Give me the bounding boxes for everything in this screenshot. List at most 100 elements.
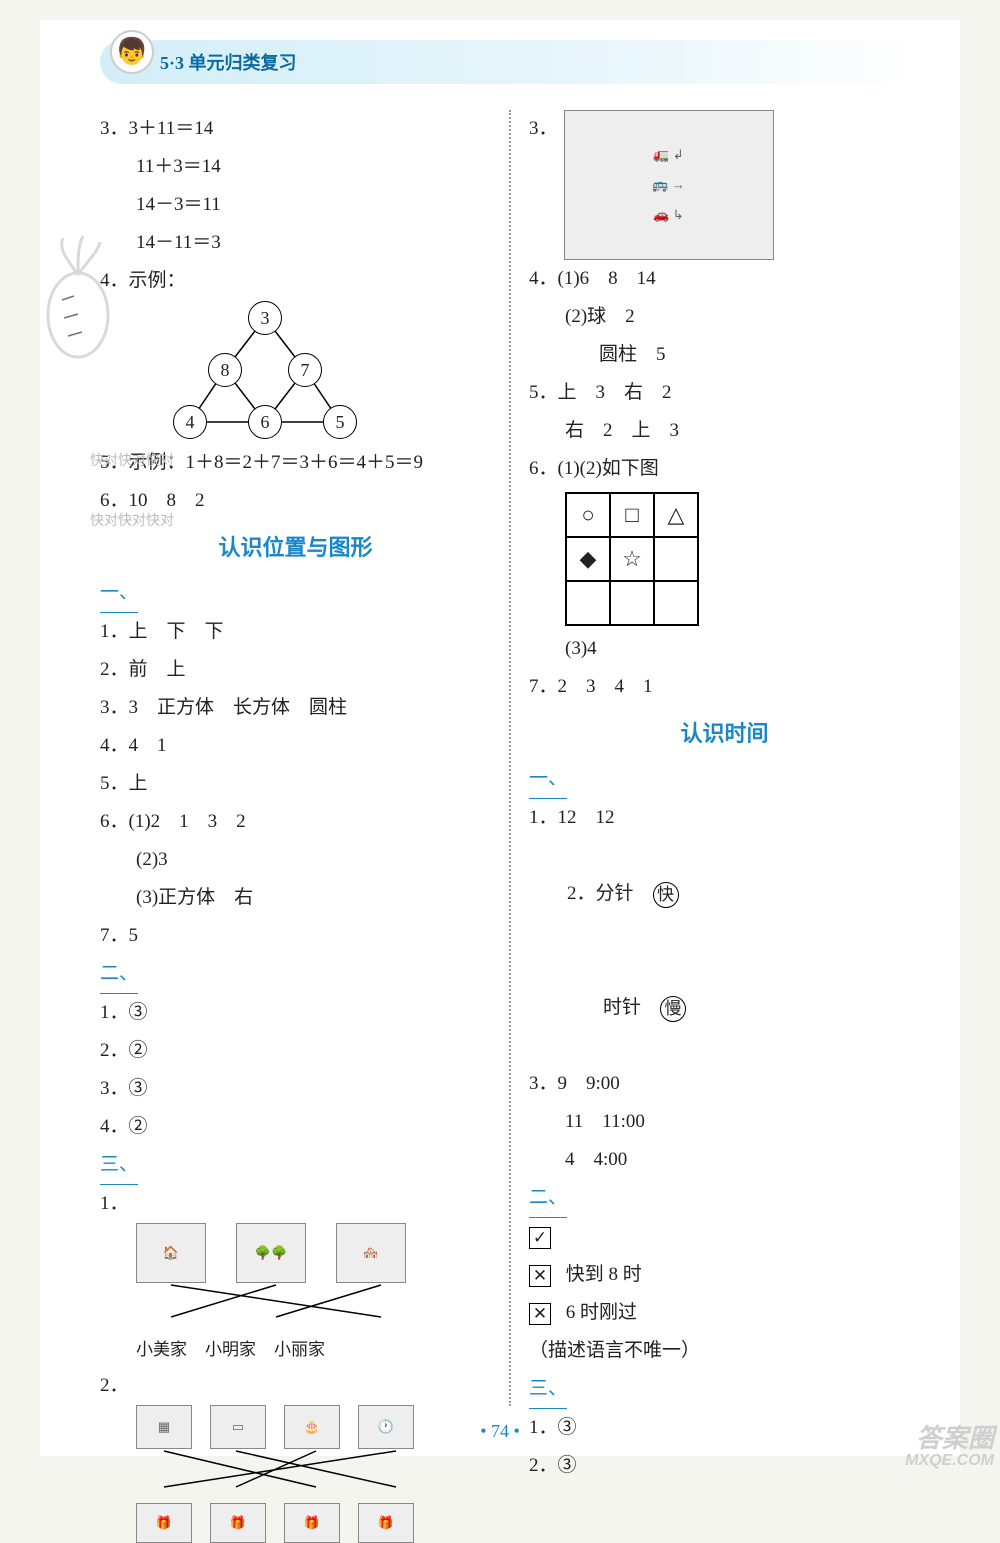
page-number-value: 74: [491, 1421, 509, 1441]
gift-icon: 🎁: [358, 1503, 414, 1543]
list-item: 1．上 下 下: [100, 613, 491, 651]
left-column: 3．3＋11＝14 11＋3＝14 14－3＝11 14－11＝3 4．示例：: [100, 110, 509, 1406]
bottom-right-watermark: 答案圈 MXQE.COM: [905, 1424, 994, 1470]
circled-char: 快: [653, 882, 679, 908]
list-item: 4 4:00: [529, 1141, 920, 1179]
circled-char: 慢: [660, 996, 686, 1022]
section-number: 二、: [100, 955, 138, 994]
list-item: 2．②: [100, 1032, 491, 1070]
q-label: 1．: [100, 1185, 491, 1223]
list-item: (3)正方体 右: [100, 879, 491, 917]
traffic-scene-illustration: 🚛 ↲🚌 →🚗 ↳: [564, 110, 774, 260]
checkbox-mark: ✕: [529, 1265, 551, 1287]
tri-node: 3: [248, 301, 282, 335]
section-number: 三、: [100, 1146, 138, 1185]
content-columns: 3．3＋11＝14 11＋3＝14 14－3＝11 14－11＝3 4．示例：: [100, 110, 920, 1406]
list-item: 2．前 上: [100, 651, 491, 689]
q3-line: 3．3＋11＝14: [100, 110, 491, 148]
section-number: 三、: [529, 1370, 567, 1409]
list-item: 3．3 正方体 长方体 圆柱: [100, 689, 491, 727]
list-item: 右 2 上 3: [529, 412, 920, 450]
grid-cell: [566, 581, 610, 625]
list-item: 5．上 3 右 2: [529, 374, 920, 412]
label: 2．分针: [567, 883, 634, 904]
list-item: 11 11:00: [529, 1103, 920, 1141]
q3-line: 11＋3＝14: [100, 148, 491, 186]
note: （描述语言不唯一）: [529, 1332, 920, 1370]
list-item: 圆柱 5: [529, 336, 920, 374]
check-row: ✕ 快到 8 时: [529, 1256, 920, 1294]
q3-line: 14－3＝11: [100, 186, 491, 224]
matching-lines: [136, 1449, 466, 1489]
house-matching-diagram: 🏠 🌳🌳 🏘️: [136, 1223, 491, 1283]
tri-node: 4: [173, 405, 207, 439]
list-item: 2．分针 快: [529, 837, 920, 951]
grid-cell: [610, 581, 654, 625]
section-number: 二、: [529, 1179, 567, 1218]
q-label: 3．: [529, 110, 558, 148]
watermark-line: MXQE.COM: [905, 1452, 994, 1470]
watermark-text: 快对快对快对: [90, 506, 174, 534]
matching-lines: [136, 1283, 436, 1319]
grid-cell: △: [654, 493, 698, 537]
grid-cell: ◆: [566, 537, 610, 581]
tri-node: 6: [248, 405, 282, 439]
label: 小美家: [136, 1333, 187, 1367]
list-item: 1．12 12: [529, 799, 920, 837]
list-item: 时针 慢: [529, 951, 920, 1065]
list-item: 7．5: [100, 917, 491, 955]
checkbox-mark: ✓: [529, 1227, 551, 1249]
grid-cell: ○: [566, 493, 610, 537]
list-item: (3)4: [529, 630, 920, 668]
list-item: 6．(1)2 1 3 2: [100, 803, 491, 841]
list-item: (2)3: [100, 841, 491, 879]
grid-cell: [654, 537, 698, 581]
list-item: 1．③: [100, 994, 491, 1032]
grid-cell: □: [610, 493, 654, 537]
header-avatar-icon: 👦: [110, 30, 154, 74]
gift-icon: 🎁: [136, 1503, 192, 1543]
page-number: • 74 •: [40, 1421, 960, 1442]
grid-cell: ☆: [610, 537, 654, 581]
check-row: ✕ 6 时刚过: [529, 1294, 920, 1332]
list-item: 4．②: [100, 1108, 491, 1146]
tri-node: 5: [323, 405, 357, 439]
list-item: 2．③: [529, 1447, 920, 1485]
check-row: ✓: [529, 1218, 920, 1256]
list-item: 4．(1)6 8 14: [529, 260, 920, 298]
check-text: 快到 8 时: [566, 1264, 642, 1285]
page: 5·3 单元归类复习 👦 3．3＋11＝14 11＋3＝14 14－3＝11 1…: [40, 20, 960, 1456]
list-item: 7．2 3 4 1: [529, 668, 920, 706]
trees-icon: 🌳🌳: [236, 1223, 306, 1283]
label: 小明家: [205, 1333, 256, 1367]
list-item: 3．③: [100, 1070, 491, 1108]
label: 时针: [603, 997, 641, 1018]
tri-node: 8: [208, 353, 242, 387]
list-item: 4．4 1: [100, 727, 491, 765]
q3-line: 14－11＝3: [100, 224, 491, 262]
grid-cell: [654, 581, 698, 625]
q-label: 2．: [100, 1367, 491, 1405]
watermark-line: 答案圈: [905, 1424, 994, 1453]
section-title: 认识时间: [529, 712, 920, 756]
list-item: 5．上: [100, 765, 491, 803]
gift-icon: 🎁: [284, 1503, 340, 1543]
header-title: 5·3 单元归类复习: [160, 49, 297, 75]
house-labels: 小美家 小明家 小丽家: [136, 1333, 491, 1367]
house-icon: 🏘️: [336, 1223, 406, 1283]
list-item: (2)球 2: [529, 298, 920, 336]
number-triangle-diagram: 3 8 7 4 6 5: [160, 300, 491, 440]
section-number: 一、: [529, 760, 567, 799]
q4-label: 4．示例：: [100, 262, 491, 300]
check-text: 6 时刚过: [566, 1302, 637, 1323]
shape-grid: ○ □ △ ◆ ☆: [565, 492, 699, 626]
list-item: 3．9 9:00: [529, 1065, 920, 1103]
watermark-text: 快对快对快对: [90, 446, 174, 474]
right-column: 3． 🚛 ↲🚌 →🚗 ↳ 4．(1)6 8 14 (2)球 2 圆柱 5 5．上…: [511, 110, 920, 1406]
checkbox-mark: ✕: [529, 1303, 551, 1325]
shape-matching-bottom: 🎁 🎁 🎁 🎁: [136, 1503, 491, 1543]
list-item: 6．(1)(2)如下图: [529, 450, 920, 488]
tri-node: 7: [288, 353, 322, 387]
gift-icon: 🎁: [210, 1503, 266, 1543]
section-number: 一、: [100, 574, 138, 613]
